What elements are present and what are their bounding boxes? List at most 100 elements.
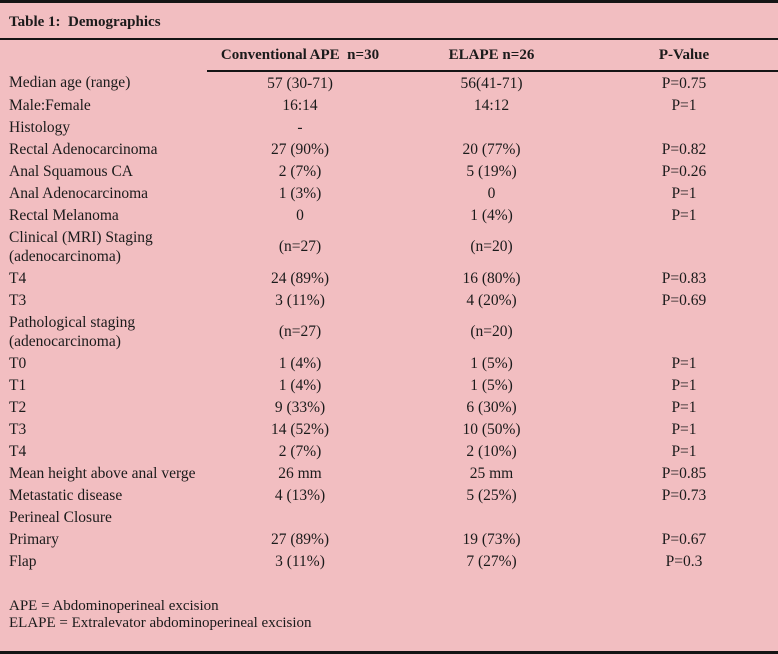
cell-p-value: P=1 bbox=[671, 184, 697, 202]
cell-conventional-ape: 0 bbox=[296, 206, 304, 224]
cell-elape: 5 (19%) bbox=[466, 162, 517, 180]
row-label: Median age (range) bbox=[9, 74, 131, 91]
cell-conventional-ape: 1 (3%) bbox=[278, 184, 322, 202]
cell-elape: 2 (10%) bbox=[466, 442, 517, 460]
table-row: Metastatic disease 4 (13%) 5 (25%) P=0.73 bbox=[0, 484, 778, 506]
table-row: Perineal Closure bbox=[0, 506, 778, 528]
row-label: Pathological staging (adenocarcinoma) bbox=[9, 313, 136, 350]
table-row: T1 1 (4%) 1 (5%) P=1 bbox=[0, 374, 778, 396]
cell-elape: 6 (30%) bbox=[466, 398, 517, 416]
table-row: T2 9 (33%) 6 (30%) P=1 bbox=[0, 396, 778, 418]
title-rule bbox=[0, 38, 778, 40]
table-row: T4 2 (7%) 2 (10%) P=1 bbox=[0, 440, 778, 462]
footnote-line: ELAPE = Extralevator abdominoperineal ex… bbox=[9, 615, 312, 631]
row-label: Clinical (MRI) Staging (adenocarcinoma) bbox=[9, 228, 153, 265]
cell-p-value bbox=[590, 226, 778, 267]
table-row: Rectal Adenocarcinoma 27 (90%) 20 (77%) P=0… bbox=[0, 138, 778, 160]
cell-p-value: P=0.26 bbox=[661, 162, 707, 180]
table-row: Primary 27 (89%) 19 (73%) P=0.67 bbox=[0, 528, 778, 550]
table-row: T3 14 (52%) 10 (50%) P=1 bbox=[0, 418, 778, 440]
cell-p-value: P=0.85 bbox=[661, 464, 707, 482]
cell-p-value: P=0.82 bbox=[661, 140, 707, 158]
column-header-conventional-ape: Conventional APE n=30 bbox=[207, 40, 393, 72]
row-label: Metastatic disease bbox=[9, 486, 123, 504]
table-row: Male:Female 16:14 14:12 P=1 bbox=[0, 94, 778, 116]
table-row: Anal Squamous CA 2 (7%) 5 (19%) P=0.26 bbox=[0, 160, 778, 182]
cell-conventional-ape: 16:14 bbox=[282, 96, 318, 114]
table-body: Median age (range) 57 (30-71) 56(41-71) P=0… bbox=[0, 71, 778, 572]
table-row: Median age (range) 57 (30-71) 56(41-71) P=0… bbox=[0, 71, 778, 94]
row-label: Rectal Melanoma bbox=[9, 206, 119, 224]
cell-elape: 1 (5%) bbox=[470, 354, 513, 372]
cell-p-value: P=1 bbox=[671, 398, 697, 416]
cell-elape: 0 bbox=[487, 184, 496, 202]
cell-elape: 7 (27%) bbox=[466, 552, 517, 570]
cell-conventional-ape: 3 (11%) bbox=[275, 291, 325, 309]
footnote-line: APE = Abdominoperineal excision bbox=[9, 598, 219, 614]
column-header-elape: ELAPE n=26 bbox=[393, 40, 590, 72]
table-row: Clinical (MRI) Staging (adenocarcinoma) (n… bbox=[0, 226, 778, 267]
cell-p-value: P=0.67 bbox=[661, 530, 707, 548]
cell-p-value: P=0.3 bbox=[665, 552, 703, 570]
row-label: Anal Squamous CA bbox=[9, 162, 133, 180]
row-label: Perineal Closure bbox=[9, 508, 112, 526]
cell-elape: 56(41-71) bbox=[460, 74, 523, 92]
cell-conventional-ape bbox=[207, 506, 393, 528]
row-label: Rectal Adenocarcinoma bbox=[9, 140, 158, 158]
row-label: T4 bbox=[9, 442, 27, 460]
cell-conventional-ape: 24 (89%) bbox=[270, 269, 330, 287]
cell-p-value bbox=[590, 116, 778, 138]
row-label: T2 bbox=[9, 398, 27, 416]
cell-conventional-ape: 57 (30-71) bbox=[267, 74, 333, 92]
cell-conventional-ape: 27 (89%) bbox=[270, 530, 330, 548]
cell-conventional-ape: 14 (52%) bbox=[270, 420, 330, 438]
cell-elape: 1 (5%) bbox=[470, 376, 513, 394]
cell-conventional-ape: 1 (4%) bbox=[278, 376, 322, 394]
table-row: Histology - bbox=[0, 116, 778, 138]
cell-elape bbox=[393, 506, 590, 528]
cell-p-value bbox=[590, 311, 778, 352]
cell-conventional-ape: (n=27) bbox=[278, 323, 322, 340]
row-label: Histology bbox=[9, 118, 71, 136]
table-row: Mean height above anal verge 26 mm 25 mm P=… bbox=[0, 462, 778, 484]
table-row: Pathological staging (adenocarcinoma) (n=2… bbox=[0, 311, 778, 352]
cell-p-value: P=0.73 bbox=[661, 486, 707, 504]
cell-conventional-ape: 2 (7%) bbox=[278, 442, 322, 460]
column-header-p-value: P-Value bbox=[590, 40, 778, 72]
cell-elape: 20 (77%) bbox=[462, 140, 521, 158]
row-label: T1 bbox=[9, 376, 27, 394]
cell-conventional-ape: 9 (33%) bbox=[274, 398, 326, 416]
cell-p-value: P=1 bbox=[671, 206, 697, 224]
cell-p-value: P=1 bbox=[671, 354, 697, 372]
cell-p-value: P=0.69 bbox=[661, 291, 707, 309]
cell-conventional-ape: 3 (11%) bbox=[275, 552, 325, 570]
row-label: Primary bbox=[9, 530, 59, 548]
cell-conventional-ape: 1 (4%) bbox=[278, 354, 322, 372]
cell-conventional-ape: 4 (13%) bbox=[274, 486, 326, 504]
table-row: T3 3 (11%) 4 (20%) P=0.69 bbox=[0, 289, 778, 311]
row-label: Flap bbox=[9, 552, 37, 570]
row-label: T0 bbox=[9, 354, 27, 372]
cell-elape: (n=20) bbox=[470, 238, 513, 255]
cell-elape: 14:12 bbox=[473, 96, 510, 114]
table-header-row: Conventional APE n=30 ELAPE n=26 P-Value bbox=[0, 40, 778, 72]
cell-p-value bbox=[590, 506, 778, 528]
cell-elape: 16 (80%) bbox=[462, 269, 521, 287]
cell-elape: 5 (25%) bbox=[466, 486, 517, 504]
cell-p-value: P=1 bbox=[671, 420, 697, 438]
table-title: Table 1: Demographics bbox=[9, 14, 161, 30]
cell-conventional-ape: 2 (7%) bbox=[278, 162, 322, 180]
cell-elape bbox=[393, 116, 590, 138]
cell-elape: (n=20) bbox=[470, 323, 513, 340]
cell-p-value: P=0.75 bbox=[661, 74, 707, 92]
cell-p-value: P=1 bbox=[671, 96, 697, 114]
cell-conventional-ape: 26 mm bbox=[278, 464, 322, 482]
cell-p-value: P=1 bbox=[671, 376, 697, 394]
cell-elape: 4 (20%) bbox=[466, 291, 517, 309]
cell-p-value: P=1 bbox=[671, 442, 697, 460]
row-label: Anal Adenocarcinoma bbox=[9, 184, 149, 202]
cell-elape: 19 (73%) bbox=[462, 530, 521, 548]
row-label: T4 bbox=[9, 269, 27, 287]
row-label: T3 bbox=[9, 420, 27, 438]
cell-conventional-ape: (n=27) bbox=[278, 238, 322, 255]
